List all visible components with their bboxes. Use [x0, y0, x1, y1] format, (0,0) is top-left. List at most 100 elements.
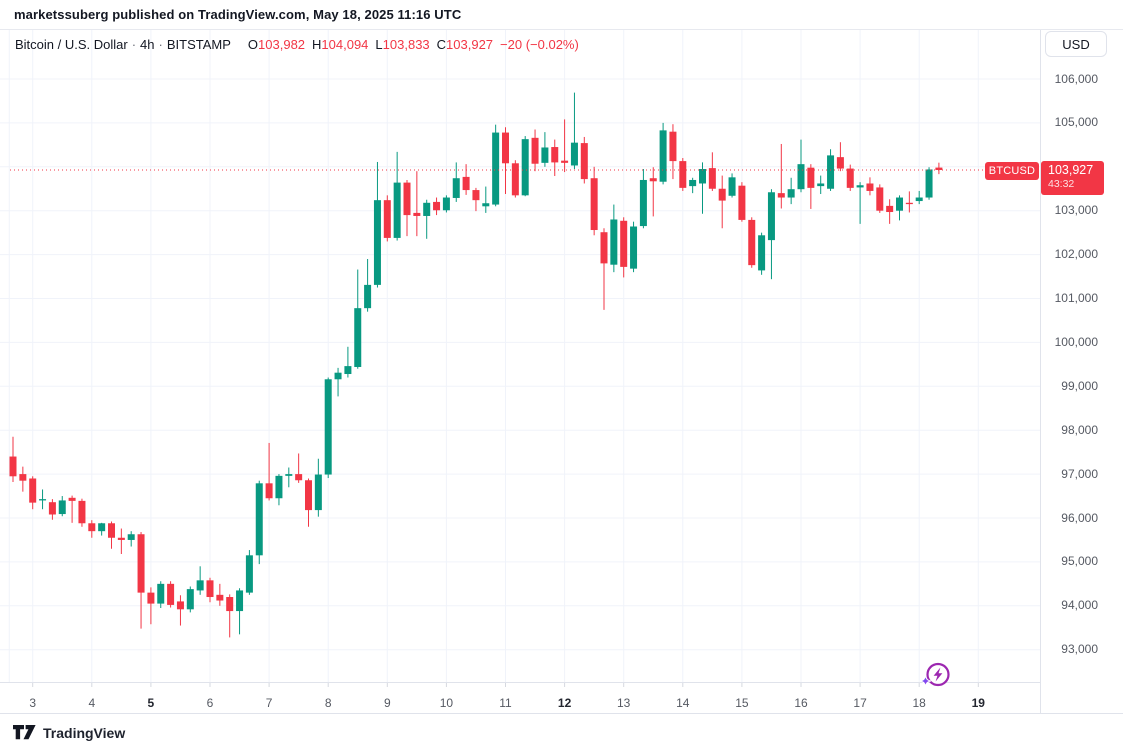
candle — [679, 158, 687, 191]
candle — [245, 550, 253, 595]
time-axis-label: 11 — [499, 696, 512, 710]
candle-body — [373, 200, 381, 285]
candle — [314, 458, 322, 517]
candle-body — [738, 185, 746, 220]
symbol-name[interactable]: Bitcoin / U.S. Dollar — [15, 37, 128, 52]
candle-body — [718, 188, 726, 201]
price-axis-label: 94,000 — [1061, 598, 1098, 613]
candle-body — [482, 203, 490, 207]
candle-body — [147, 592, 155, 604]
candle — [817, 175, 825, 195]
candle-body — [541, 147, 549, 163]
candle-body — [462, 176, 470, 191]
footer-bar: TradingView — [0, 714, 1123, 751]
candle-body — [827, 155, 835, 189]
candle-body — [758, 235, 766, 271]
candle-body — [206, 580, 214, 598]
symbol-legend[interactable]: Bitcoin / U.S. Dollar · 4h · BITSTAMP O103,98… — [15, 37, 579, 52]
currency-toggle-button[interactable]: USD — [1045, 31, 1107, 57]
time-axis-label: 8 — [324, 696, 332, 710]
candle — [78, 498, 86, 527]
candle — [699, 162, 706, 214]
candlestick-chart[interactable] — [0, 30, 1123, 714]
candle-body — [649, 178, 657, 182]
candle-body — [186, 589, 194, 610]
flash-icon — [910, 658, 958, 701]
candle — [403, 179, 411, 237]
candle — [718, 175, 726, 229]
candle — [590, 166, 598, 236]
tradingview-logo-icon[interactable] — [13, 725, 36, 740]
candle-body — [610, 219, 618, 265]
candle-body — [58, 500, 66, 515]
candle-body — [600, 232, 608, 264]
candle-body — [305, 480, 312, 511]
exchange-label: BITSTAMP — [166, 37, 231, 52]
candle-body — [905, 202, 913, 205]
candle-body — [423, 202, 431, 216]
price-axis-label: 105,000 — [1054, 115, 1098, 130]
candle-body — [275, 475, 283, 499]
candle — [472, 187, 480, 212]
close-label: C — [436, 37, 447, 52]
separator: · — [131, 37, 137, 52]
tradingview-brand-text[interactable]: TradingView — [43, 724, 126, 741]
close-value: 103,927 — [446, 37, 494, 52]
candle — [738, 182, 746, 222]
candle-body — [255, 483, 263, 556]
candle-body — [98, 523, 106, 532]
candle — [98, 522, 106, 536]
candle-body — [689, 179, 697, 187]
candle — [708, 152, 716, 191]
candle — [442, 195, 450, 213]
candle — [866, 177, 874, 196]
candle — [856, 182, 864, 224]
candle — [108, 521, 115, 549]
candle — [285, 467, 293, 488]
interval-label[interactable]: 4h — [140, 37, 155, 52]
candle — [462, 164, 470, 195]
candle — [521, 136, 529, 197]
time-axis-label: 7 — [265, 696, 273, 710]
current-price-value: 103,927 — [1048, 163, 1094, 177]
candle-body — [344, 366, 352, 375]
candle-body — [659, 130, 667, 182]
candle-body — [137, 534, 145, 593]
candle — [364, 258, 372, 312]
candle-body — [492, 132, 500, 205]
current-price-label[interactable]: 103,927 43:32 — [1041, 161, 1104, 195]
candle — [610, 204, 618, 273]
price-axis-label: 97,000 — [1061, 466, 1098, 481]
candle-body — [787, 189, 795, 198]
low-value: 103,833 — [382, 37, 430, 52]
candle — [186, 586, 194, 613]
symbol-price-tag[interactable]: BTCUSD — [985, 161, 1039, 180]
candle — [196, 566, 204, 595]
sparkle-icon — [919, 675, 932, 687]
candle — [905, 191, 913, 213]
time-axis-label: 6 — [206, 696, 214, 710]
candle — [787, 177, 795, 205]
candle-body — [551, 147, 559, 163]
candle-body — [354, 308, 362, 367]
candle — [137, 532, 145, 629]
attribution-bar: marketssuberg published on TradingView.c… — [0, 0, 1123, 30]
time-axis[interactable]: 3 4 5 6 7 8 9 10 11 12 13 14 15 16 17 18 19 — [0, 683, 1123, 713]
candle-body — [876, 187, 884, 211]
candle-body — [590, 178, 598, 231]
candle — [886, 199, 894, 224]
candle-body — [9, 456, 17, 477]
candle-countdown: 43:32 — [1048, 178, 1075, 190]
candle — [216, 583, 224, 606]
candle — [620, 217, 628, 278]
time-axis-label: 16 — [794, 696, 808, 710]
price-axis[interactable]: 106,000105,000104,000103,000102,000101,0… — [0, 30, 1123, 683]
candle — [423, 199, 431, 239]
candle-body — [157, 583, 165, 604]
price-axis-label: 95,000 — [1061, 554, 1098, 569]
price-axis-label: 98,000 — [1061, 422, 1098, 437]
candle — [659, 122, 667, 185]
candle-body — [679, 161, 687, 188]
candle-body — [639, 179, 647, 227]
candle — [935, 162, 943, 175]
